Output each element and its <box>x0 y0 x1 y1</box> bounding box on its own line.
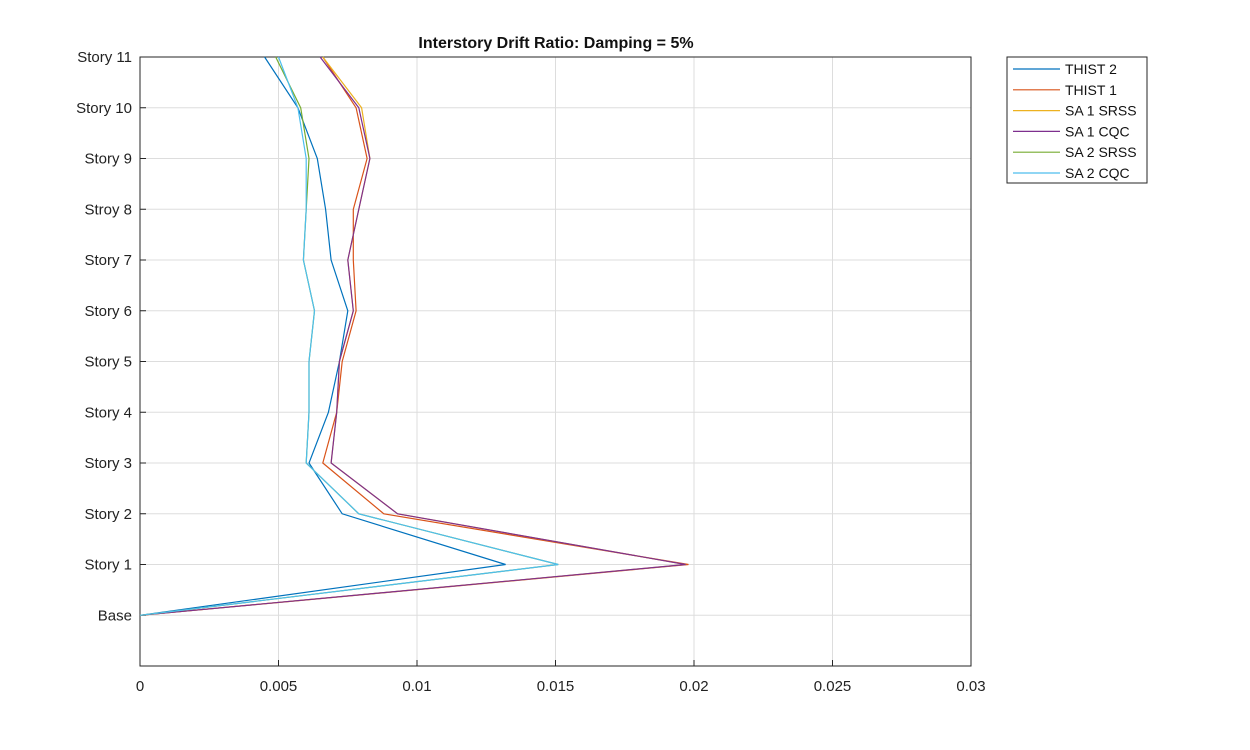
x-tick-label: 0.03 <box>956 678 985 695</box>
y-tick-label: Story 1 <box>84 557 132 574</box>
y-tick-label: Stroy 8 <box>84 201 132 218</box>
x-tick-label: 0.02 <box>679 678 708 695</box>
legend-box <box>1006 56 1148 184</box>
y-axis: Base Story 1 Story 2 Story 3 Story 4 Story 5 S… <box>76 49 146 624</box>
x-tick-label: 0 <box>136 678 144 695</box>
series-line-sa-1-srss <box>139 56 686 616</box>
grid <box>140 57 971 666</box>
y-tick-label: Story 11 <box>77 49 132 66</box>
legend-label: SA 2 SRSS <box>1065 144 1137 160</box>
legend-label: SA 1 SRSS <box>1065 103 1137 119</box>
y-tick-label: Story 9 <box>84 151 132 168</box>
legend-label: SA 2 CQC <box>1065 165 1130 181</box>
series-line-sa-2-cqc <box>139 56 559 616</box>
x-tick-label: 0.005 <box>260 678 298 695</box>
chart-title: Interstory Drift Ratio: Damping = 5% <box>418 35 693 52</box>
y-tick-label: Base <box>98 607 132 624</box>
y-tick-label: Story 4 <box>84 404 132 421</box>
y-tick-label: Story 2 <box>84 506 132 523</box>
legend-label: THIST 1 <box>1065 82 1117 98</box>
x-tick-label: 0.025 <box>814 678 852 695</box>
series-line-sa-1-cqc <box>139 56 686 616</box>
series-line-thist-2 <box>139 56 506 616</box>
x-tick-label: 0.01 <box>402 678 431 695</box>
x-axis: 0 0.005 0.01 0.015 0.02 0.025 0.03 <box>136 660 986 695</box>
y-tick-label: Story 7 <box>84 252 132 269</box>
y-tick-label: Story 5 <box>84 354 132 371</box>
series-line-thist-1 <box>139 56 689 616</box>
x-tick-label: 0.015 <box>537 678 575 695</box>
legend-label: SA 1 CQC <box>1065 123 1130 139</box>
y-tick-label: Story 6 <box>84 303 132 320</box>
y-tick-label: Story 10 <box>76 100 132 117</box>
legend-label: THIST 2 <box>1065 61 1117 77</box>
series-group <box>139 56 689 616</box>
legend: THIST 2 THIST 1 SA 1 SRSS SA 1 CQC SA 2 SRSS… <box>1006 56 1148 184</box>
y-tick-label: Story 3 <box>84 455 132 472</box>
